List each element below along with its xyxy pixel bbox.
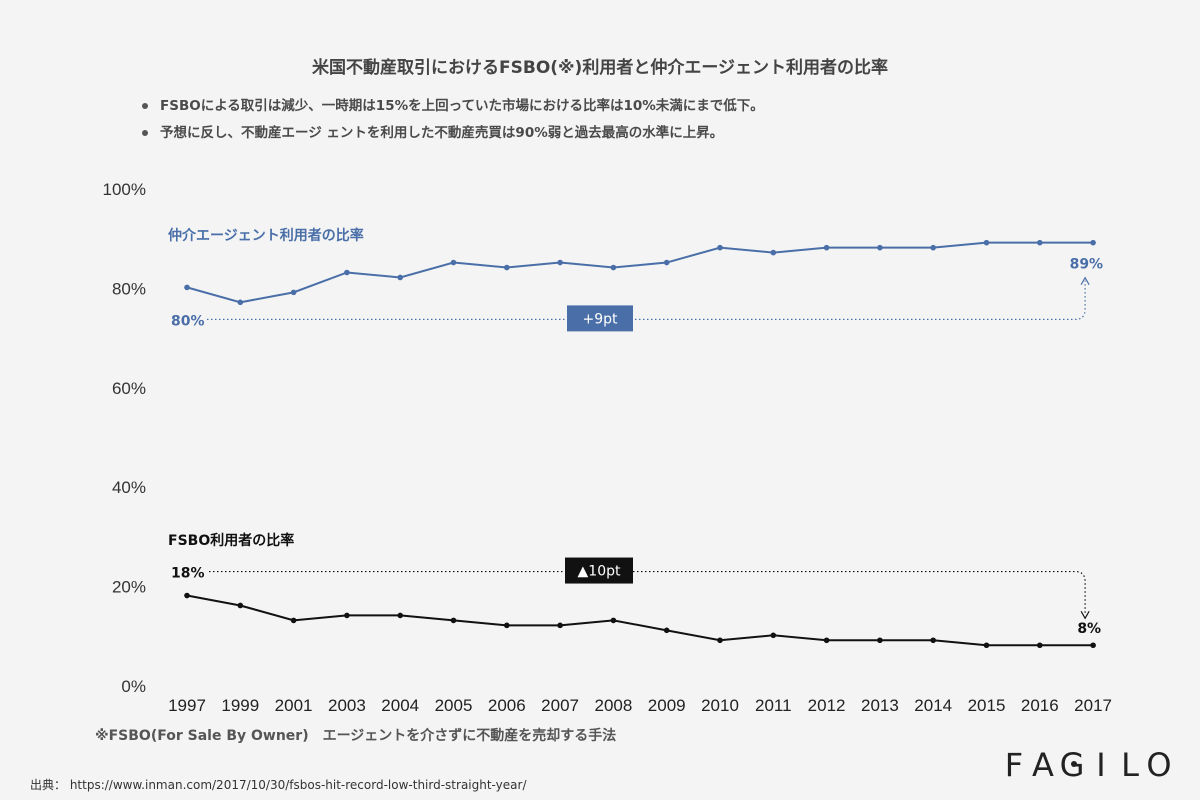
y-tick-label: 80% <box>112 279 146 298</box>
agent-change-label: +9pt <box>582 311 618 327</box>
chart-title: 米国不動産取引におけるFSBO(※)利用者と仲介エージェント利用者の比率 <box>312 58 888 78</box>
x-tick-label: 1997 <box>168 696 206 715</box>
data-point <box>983 239 990 246</box>
x-tick-label: 2003 <box>328 696 366 715</box>
data-point <box>717 244 723 251</box>
y-tick-label: 40% <box>112 478 146 497</box>
fagilo-logo: FAGILO <box>1005 746 1172 784</box>
data-point <box>930 637 936 644</box>
y-tick-label: 100% <box>103 180 146 199</box>
data-point <box>290 617 297 624</box>
data-point <box>1037 239 1043 246</box>
data-point <box>290 289 297 296</box>
data-point <box>184 284 190 291</box>
x-tick-label: 2016 <box>1021 696 1059 715</box>
x-tick-label: 2004 <box>381 696 419 715</box>
x-tick-label: 2015 <box>968 696 1006 715</box>
annotations: 仲介エージェント利用者の比率 80% 89% +9pt FSBO利用者の比率 18% 8% ▲… <box>168 227 1103 637</box>
data-point <box>344 612 350 619</box>
data-point <box>344 269 350 276</box>
data-point <box>983 642 990 649</box>
x-tick-label: 2011 <box>755 696 792 715</box>
x-axis: 1997 1999 2001 2003 2004 2005 2006 2007 2008 2009… <box>168 696 1112 715</box>
data-point <box>717 637 723 644</box>
data-point <box>557 622 563 629</box>
bullet-item: 予想に反し、不動産エージ ェントを利用した不動産売買は90%弱と過去最高の水準に… <box>140 123 764 150</box>
data-point <box>504 622 510 629</box>
end-label-fsbo: 8% <box>1077 621 1101 637</box>
y-axis: 0% 20% 40% 60% 80% 100% <box>103 180 146 696</box>
source-link[interactable]: 出典： https://www.inman.com/2017/10/30/fsb… <box>30 778 527 792</box>
x-tick-label: 2005 <box>435 696 473 715</box>
data-point <box>877 637 883 644</box>
fsbo-change-label: ▲10pt <box>578 564 621 580</box>
data-point <box>397 612 404 619</box>
series-line <box>186 241 1094 304</box>
y-tick-label: 20% <box>112 578 146 597</box>
summary-bullets: FSBOによる取引は減少、一時期は15%を上回っていた市場における比率は10%未… <box>140 96 764 150</box>
logo-letter: I <box>1096 746 1105 784</box>
series-group <box>184 239 1096 649</box>
start-label-agent: 80% <box>171 313 205 329</box>
logo-letter: A <box>1032 746 1054 784</box>
end-label-agent: 89% <box>1070 257 1104 273</box>
x-tick-label: 2017 <box>1074 696 1112 715</box>
series-name-agent: 仲介エージェント利用者の比率 <box>168 227 364 244</box>
data-point <box>770 632 777 639</box>
x-tick-label: 1999 <box>221 696 259 715</box>
x-tick-label: 2014 <box>914 696 952 715</box>
logo-dot <box>1071 761 1077 767</box>
x-tick-label: 2008 <box>594 696 632 715</box>
bullet-item: FSBOによる取引は減少、一時期は15%を上回っていた市場における比率は10%未… <box>140 96 764 123</box>
x-tick-label: 2012 <box>808 696 846 715</box>
x-tick-label: 2010 <box>701 696 739 715</box>
agent-change-connector <box>207 280 1086 320</box>
x-tick-label: 2009 <box>648 696 686 715</box>
data-point <box>1090 642 1096 649</box>
data-point <box>184 592 190 599</box>
data-point <box>504 264 510 271</box>
data-point <box>450 617 457 624</box>
data-point <box>610 264 617 271</box>
x-tick-label: 2001 <box>275 696 313 715</box>
data-point <box>450 259 457 266</box>
y-tick-label: 0% <box>121 677 146 696</box>
fsbo-arrow-head <box>1080 610 1090 620</box>
fsbo-change-badge <box>565 557 633 584</box>
data-point <box>397 274 404 281</box>
x-tick-label: 2006 <box>488 696 526 715</box>
data-point <box>237 602 244 609</box>
x-tick-label: 2007 <box>541 696 579 715</box>
data-point <box>770 249 777 256</box>
data-point <box>557 259 563 266</box>
agent-arrow-head <box>1080 276 1090 285</box>
data-point <box>823 637 830 644</box>
y-tick-label: 60% <box>112 379 146 398</box>
agent-change-badge <box>567 305 633 332</box>
x-tick-label: 2013 <box>861 696 899 715</box>
series-name-fsbo: FSBO利用者の比率 <box>168 532 294 549</box>
data-point <box>930 244 936 251</box>
fsbo-change-connector <box>209 570 1086 616</box>
series-line <box>186 594 1094 647</box>
data-point <box>237 299 244 306</box>
data-point <box>1090 239 1096 246</box>
data-point <box>663 627 670 634</box>
data-point <box>1037 642 1043 649</box>
data-point <box>877 244 883 251</box>
data-point <box>823 244 830 251</box>
logo-letter: O <box>1146 746 1171 784</box>
logo-letter: L <box>1121 746 1139 784</box>
start-label-fsbo: 18% <box>171 566 205 582</box>
logo-letter: F <box>1005 746 1023 784</box>
data-point <box>663 259 670 266</box>
data-point <box>610 617 617 624</box>
footnote: ※FSBO(For Sale By Owner) エージェントを介さずに不動産を… <box>95 728 617 744</box>
